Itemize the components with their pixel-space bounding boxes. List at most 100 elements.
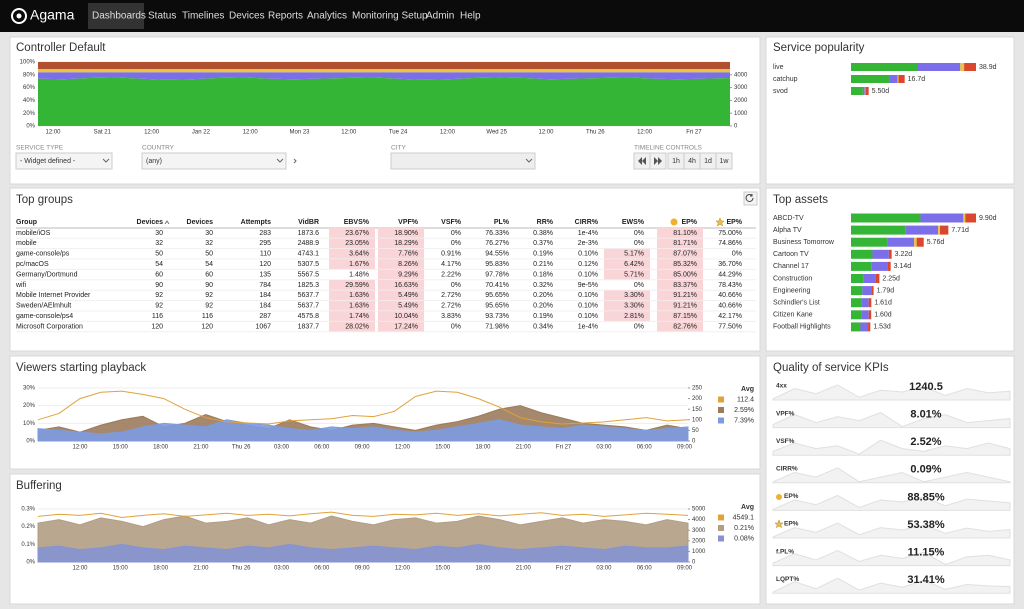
table-cell: 0.21% — [533, 261, 553, 268]
nav-item[interactable]: Devices — [229, 11, 265, 22]
nav-item[interactable]: Admin — [426, 11, 454, 22]
bar-segment — [868, 310, 872, 320]
panel-title: Controller Default — [16, 42, 106, 54]
table-cell: 0.10% — [578, 303, 598, 310]
y2-tick-label: 4000 — [692, 517, 706, 523]
highlight-cell — [378, 321, 424, 332]
x-tick-label: Fri 27 — [556, 445, 572, 451]
select[interactable] — [390, 152, 536, 170]
kpi-name: EP% — [784, 521, 799, 528]
table-cell: 0.10% — [578, 292, 598, 299]
table-cell: 0.38% — [533, 230, 553, 237]
y-tick-label: 0% — [26, 439, 35, 445]
table-cell: 92 — [155, 303, 163, 310]
bar-label: 1.60d — [874, 312, 892, 319]
bar-segment — [851, 298, 862, 308]
panel-title: Buffering — [16, 480, 62, 492]
table-cell: 0% — [732, 251, 742, 258]
kpi-name: EP% — [784, 493, 799, 500]
highlight-cell — [657, 300, 703, 312]
table-cell: 92 — [205, 303, 213, 310]
table-cell: 1837.7 — [298, 323, 320, 330]
table-cell: 283 — [259, 230, 271, 237]
x-tick-label: 12:00 — [341, 130, 357, 136]
table-cell: 81.71% — [673, 240, 697, 247]
column-header: EWS% — [622, 219, 645, 226]
timeline-button-label: 1w — [720, 158, 730, 165]
bar-label: 38.9d — [979, 64, 997, 71]
timeline-button[interactable] — [715, 152, 733, 170]
table-cell: 50 — [205, 251, 213, 258]
bar-label: 5.50d — [872, 88, 890, 95]
column-header: Devices — [187, 219, 214, 226]
legend-value: 112.4 — [737, 396, 754, 403]
y2-tick-label: 0 — [692, 439, 696, 445]
highlight-cell — [329, 238, 375, 249]
panel-title: Quality of service KPIs — [773, 362, 889, 374]
bar-segment — [851, 310, 862, 320]
nav-item[interactable]: Dashboards — [92, 11, 146, 22]
x-tick-label: 21:00 — [193, 445, 209, 451]
table-cell: 93.73% — [485, 313, 509, 320]
legend-swatch — [718, 535, 724, 542]
chevron — [293, 158, 297, 164]
table-cell: 36.70% — [718, 261, 742, 268]
bar-segment — [868, 298, 872, 308]
table-cell: wifi — [15, 282, 27, 289]
table-cell: 50 — [155, 251, 163, 258]
nav-item[interactable]: Help — [460, 11, 481, 22]
select-value: - Widget defined - — [20, 158, 76, 165]
nav-item[interactable]: Timelines — [182, 11, 224, 22]
table-cell: 32 — [155, 240, 163, 247]
table-cell: 54 — [155, 261, 163, 268]
nav-item[interactable]: Analytics — [307, 11, 347, 22]
kpi-value: 8.01% — [910, 409, 941, 421]
table-cell: 71.98% — [485, 323, 509, 330]
bar-segment — [868, 322, 871, 332]
table-cell: 2.81% — [624, 313, 644, 320]
table-cell: 5.71% — [624, 271, 644, 278]
bar-segment — [865, 87, 869, 95]
table-cell: 94.55% — [485, 251, 509, 258]
legend-value: 2.59% — [734, 407, 754, 414]
select[interactable] — [15, 152, 113, 170]
table-cell: 28.02% — [345, 323, 369, 330]
x-tick-label: 09:00 — [677, 566, 693, 572]
x-tick-label: 12:00 — [45, 130, 61, 136]
table-cell: 54 — [205, 261, 213, 268]
bar-segment — [963, 213, 966, 223]
select[interactable] — [141, 152, 287, 170]
kpi-value: 88.85% — [907, 491, 945, 503]
nav-active — [88, 3, 144, 29]
bar-segment — [851, 286, 863, 296]
thumb-icon — [670, 218, 678, 226]
filter-label: TIMELINE CONTROLS — [634, 145, 703, 152]
table-cell: mobile/iOS — [16, 230, 51, 237]
y-tick-label: 100% — [20, 60, 36, 66]
line — [37, 511, 689, 518]
table-cell: Sweden/AElmhult — [16, 303, 71, 310]
table-cell: 0% — [634, 323, 644, 330]
highlight-cell — [378, 248, 424, 260]
refresh-icon — [745, 193, 754, 202]
nav-item[interactable]: Monitoring Setup — [352, 11, 428, 22]
kpi-name: LQPT% — [776, 576, 799, 583]
highlight-cell — [378, 259, 424, 270]
kpi-name: f.PL% — [776, 548, 794, 555]
table-cell: 29.59% — [345, 282, 369, 289]
table-cell: 10.04% — [394, 313, 418, 320]
table-cell: 184 — [259, 303, 271, 310]
y-tick-label: 20% — [23, 403, 36, 409]
bar-segment — [905, 225, 939, 235]
brand[interactable]: Agama — [30, 7, 75, 23]
legend-swatch — [718, 407, 724, 413]
nav-item[interactable]: Reports — [268, 11, 303, 22]
table-cell: 5.17% — [624, 251, 644, 258]
table-cell: 1067 — [255, 323, 271, 330]
x-tick-label: 15:00 — [435, 566, 451, 572]
area — [38, 62, 730, 70]
table-cell: 0.20% — [533, 303, 553, 310]
x-tick-label: Wed 25 — [486, 130, 507, 136]
nav-item[interactable]: Status — [148, 11, 176, 22]
